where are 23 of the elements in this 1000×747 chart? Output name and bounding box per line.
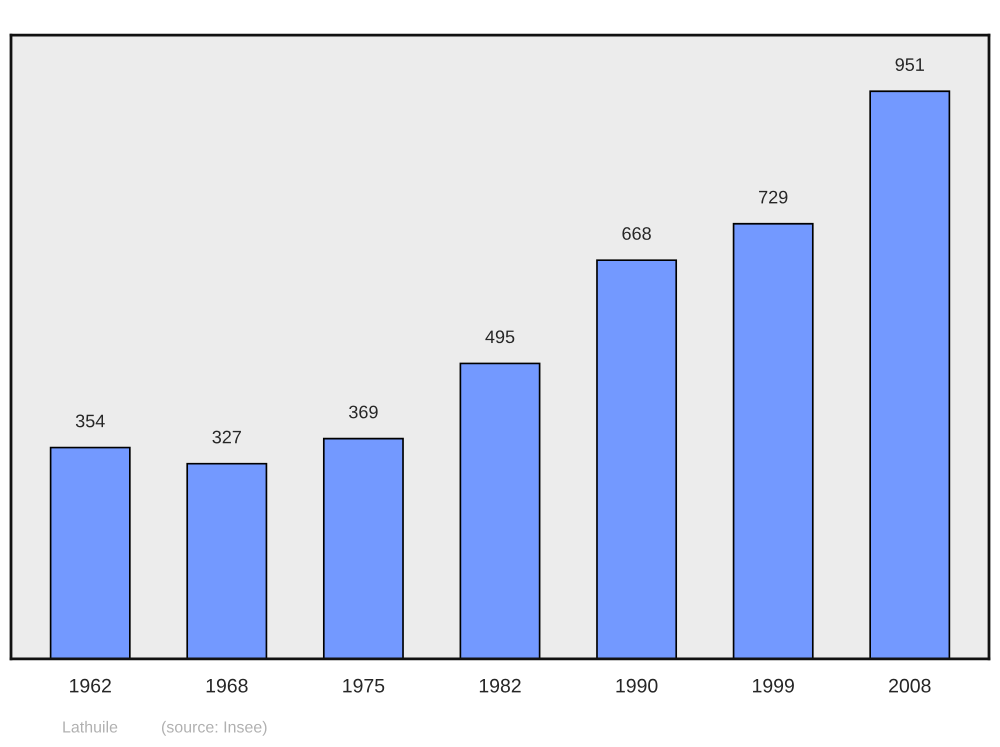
x-tick-label: 1982 <box>480 678 521 693</box>
x-tick-label: 1990 <box>616 678 658 693</box>
data-label: 729 <box>759 190 788 204</box>
data-label: 495 <box>485 330 514 344</box>
x-tick-label: 1975 <box>343 678 384 693</box>
bar <box>322 438 404 659</box>
bar <box>460 362 540 659</box>
data-label: 668 <box>622 227 651 240</box>
data-label: 327 <box>212 430 241 444</box>
x-tick-label: 1962 <box>70 678 111 693</box>
x-tick-label: 2008 <box>889 678 931 693</box>
x-tick-label: 1968 <box>206 678 248 693</box>
data-label: 354 <box>76 414 105 428</box>
text: (source: Insee) <box>162 720 267 736</box>
bar <box>50 446 131 659</box>
data-label: 951 <box>896 58 924 72</box>
x-tick-label: 1999 <box>753 678 794 693</box>
bar <box>596 259 678 659</box>
data-label: 369 <box>349 406 378 418</box>
bar <box>869 90 950 659</box>
text: Lathuile <box>63 720 118 733</box>
bar <box>732 222 814 659</box>
bar <box>186 462 268 659</box>
